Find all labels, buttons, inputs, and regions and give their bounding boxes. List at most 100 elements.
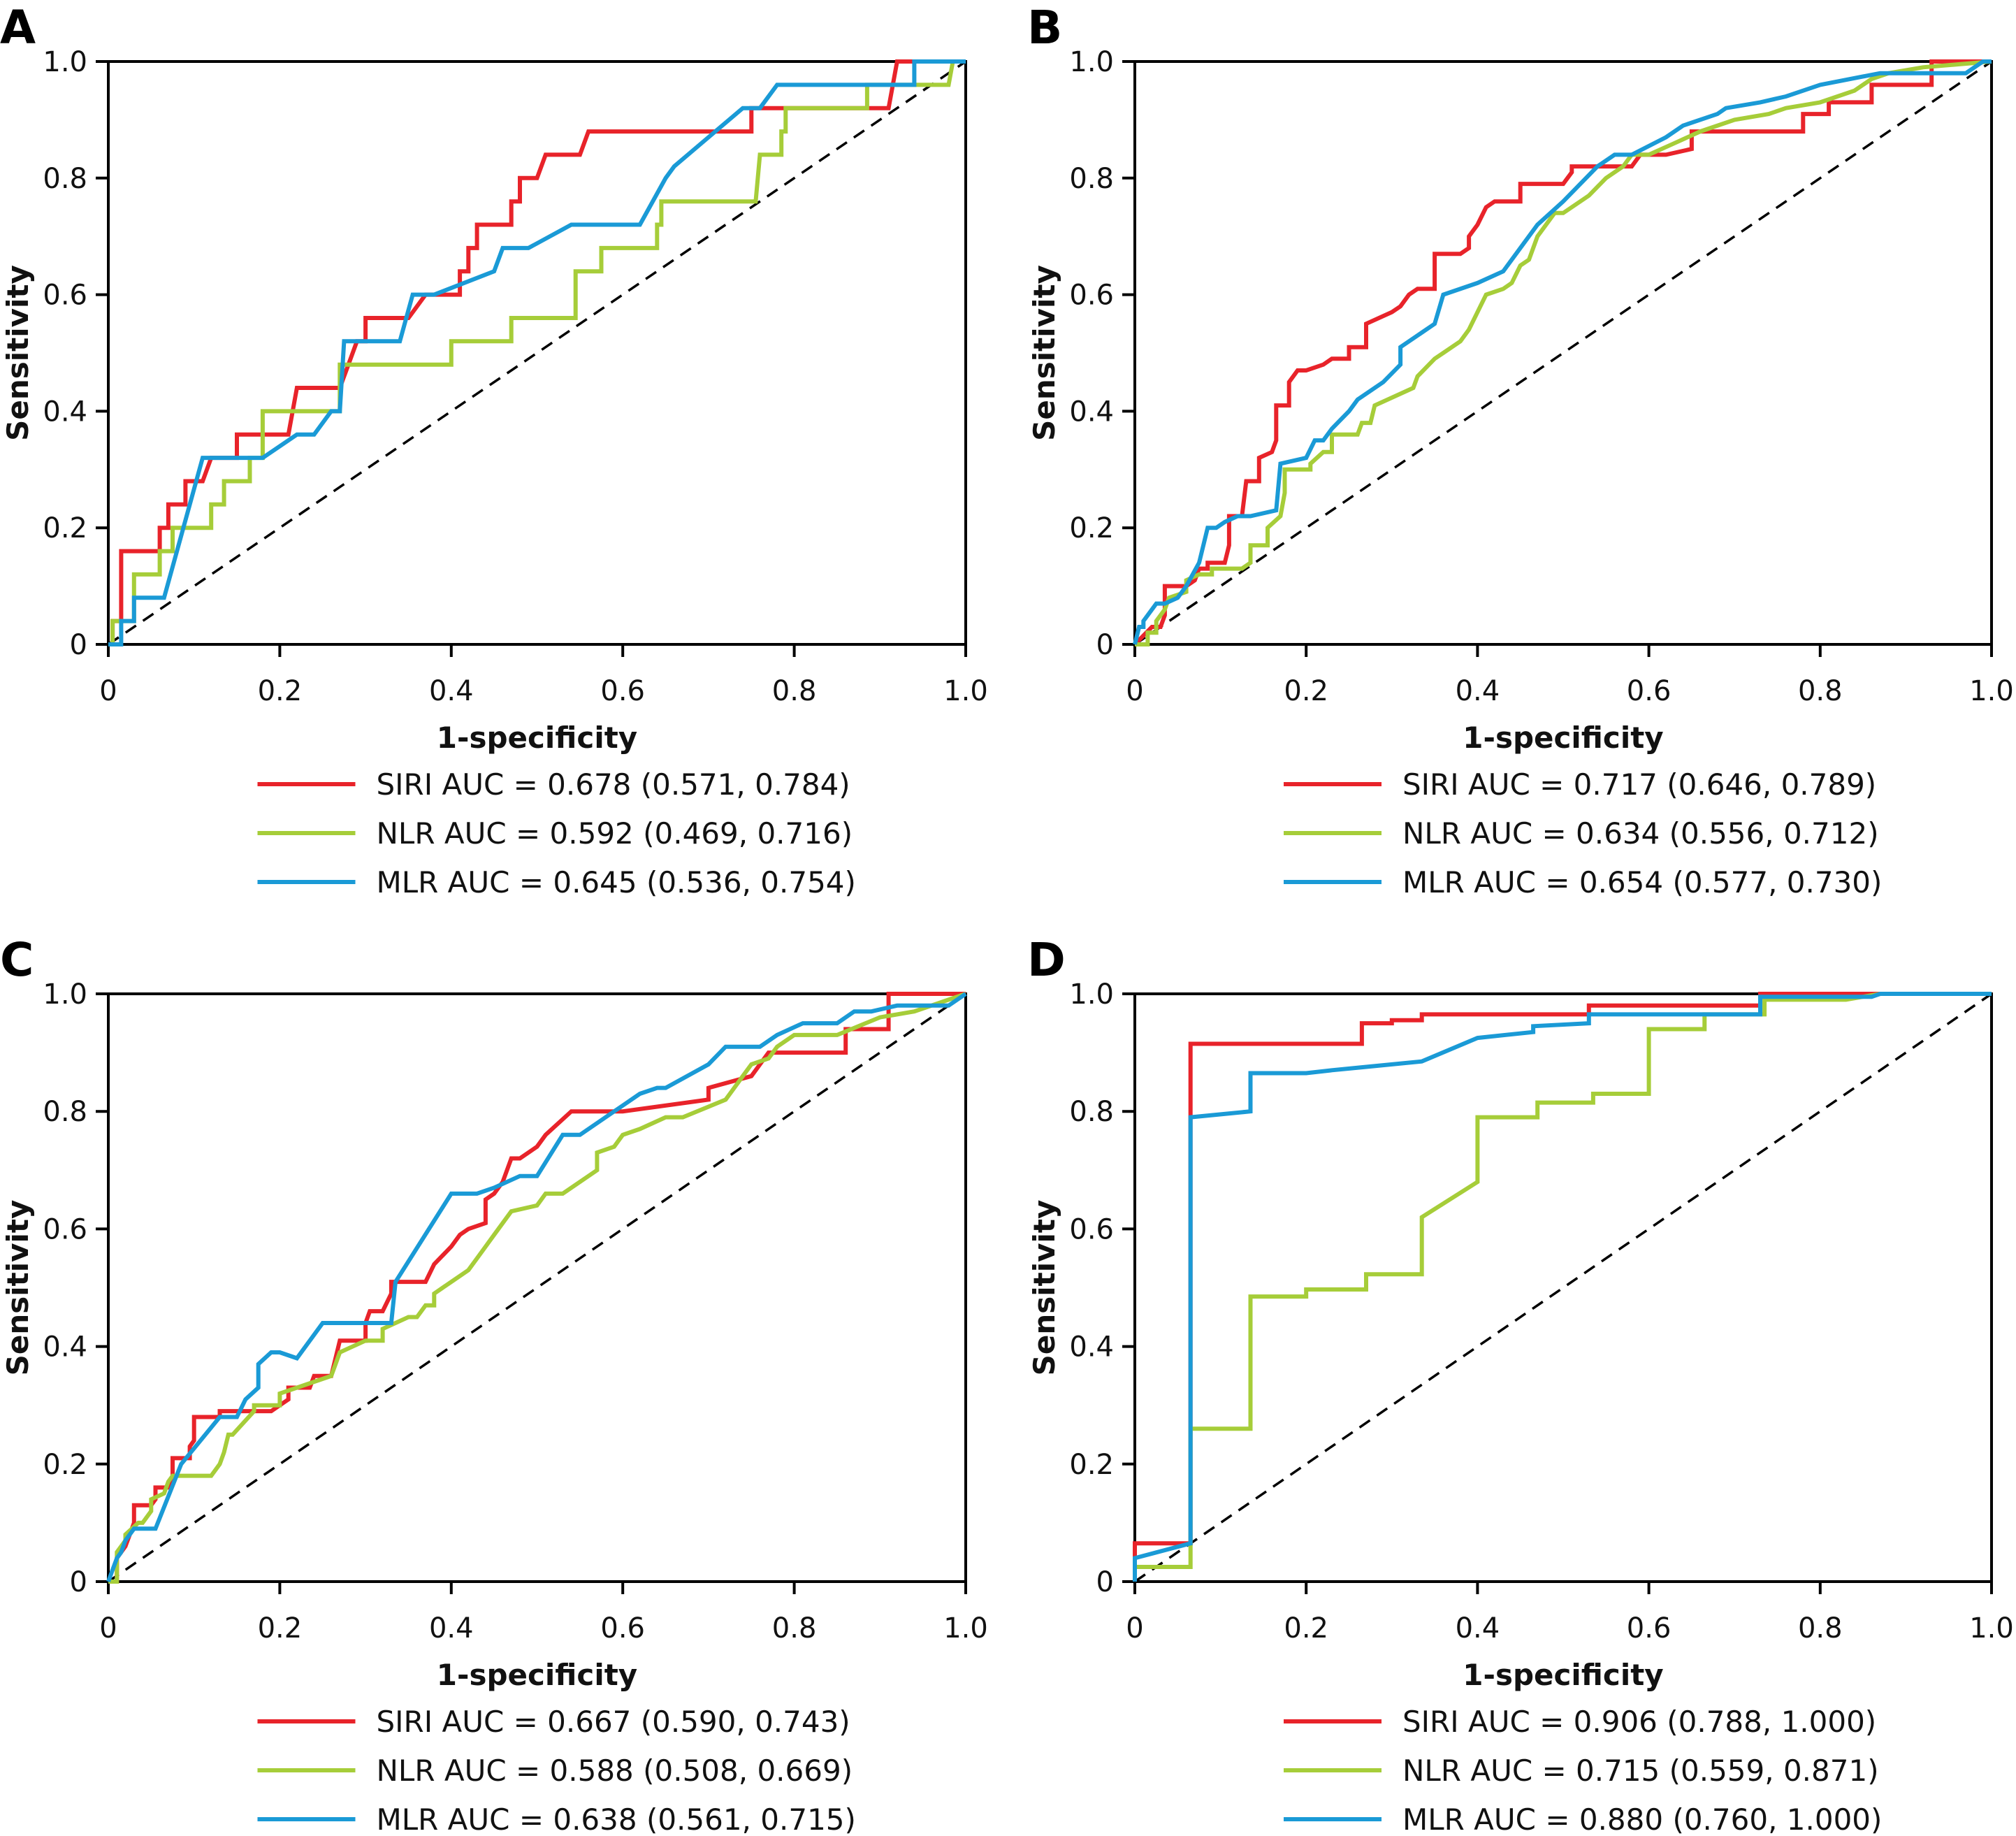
panel-a: A 0 0.2 0.4 0.6 0.8 1.0 0 0.2 0.4 0.6 0.8 1.0 1-speci… bbox=[0, 1, 988, 899]
legend-item-mlr: MLR AUC = 0.638 (0.561, 0.715) bbox=[257, 1802, 856, 1836]
legend-label: MLR AUC = 0.880 (0.760, 1.000) bbox=[1402, 1802, 1882, 1836]
y-tick-label: 1.0 bbox=[1069, 46, 1114, 78]
reference-diagonal-line bbox=[108, 60, 966, 646]
roc-curve-mlr bbox=[106, 992, 967, 1583]
panel-letter: A bbox=[0, 1, 36, 55]
roc-curve-siri bbox=[108, 59, 966, 646]
x-tick-label: 0.4 bbox=[429, 1612, 474, 1645]
legend-label: MLR AUC = 0.654 (0.577, 0.730) bbox=[1402, 865, 1882, 899]
legend-label: SIRI AUC = 0.717 (0.646, 0.789) bbox=[1402, 767, 1876, 802]
legend-label: MLR AUC = 0.645 (0.536, 0.754) bbox=[377, 865, 856, 899]
x-tick-label: 0.2 bbox=[1284, 1612, 1328, 1645]
x-axis-title: 1-specificity bbox=[1463, 1658, 1663, 1692]
y-tick-label: 1.0 bbox=[1069, 978, 1114, 1011]
y-tick-label: 0.2 bbox=[43, 1449, 87, 1481]
y-tick-label: 0.4 bbox=[1069, 1331, 1114, 1364]
panel-b: B 0 0.2 0.4 0.6 0.8 1.0 0 0.2 0.4 0.6 0.8 1.0 1-speci… bbox=[1027, 1, 2014, 899]
x-axis-title: 1-specificity bbox=[437, 721, 637, 755]
x-tick-label: 0.8 bbox=[1798, 675, 1843, 707]
roc-curve-siri bbox=[1133, 59, 1992, 646]
plot-frame bbox=[1133, 60, 1993, 646]
reference-diagonal-line bbox=[108, 992, 966, 1583]
legend-item-siri: SIRI AUC = 0.906 (0.788, 1.000) bbox=[1284, 1705, 1876, 1739]
y-tick-label: 0.6 bbox=[1069, 280, 1114, 312]
x-tick-label: 0 bbox=[99, 1612, 117, 1645]
legend-label: SIRI AUC = 0.906 (0.788, 1.000) bbox=[1402, 1705, 1876, 1739]
y-axis-title: Sensitivity bbox=[1027, 1200, 1061, 1376]
panel-letter: C bbox=[0, 933, 34, 987]
x-tick-label: 0.8 bbox=[1798, 1612, 1843, 1645]
legend-label: NLR AUC = 0.715 (0.559, 0.871) bbox=[1402, 1754, 1879, 1788]
legend-item-mlr: MLR AUC = 0.654 (0.577, 0.730) bbox=[1284, 865, 1882, 899]
legend-item-nlr: NLR AUC = 0.634 (0.556, 0.712) bbox=[1284, 816, 1879, 851]
x-tick-label: 0 bbox=[1126, 1612, 1143, 1645]
panel-letter: B bbox=[1027, 1, 1062, 55]
x-tick-label: 0.6 bbox=[600, 675, 645, 707]
roc-curve-nlr bbox=[108, 992, 966, 1584]
x-axis-title: 1-specificity bbox=[1463, 721, 1663, 755]
roc-curve-mlr bbox=[1133, 59, 1992, 645]
x-tick-label: 0.2 bbox=[1284, 675, 1328, 707]
reference-diagonal-line bbox=[1134, 992, 1992, 1583]
panel-d: D 0 0.2 0.4 0.6 0.8 1.0 0 0.2 0.4 0.6 0.8 1.0 1-speci… bbox=[1027, 933, 2014, 1836]
x-axis-title: 1-specificity bbox=[437, 1658, 637, 1692]
y-tick-label: 0.6 bbox=[43, 280, 87, 312]
legend-label: MLR AUC = 0.638 (0.561, 0.715) bbox=[377, 1802, 856, 1836]
legend-item-siri: SIRI AUC = 0.678 (0.571, 0.784) bbox=[257, 767, 850, 802]
y-tick-label: 0.4 bbox=[43, 396, 87, 428]
plot-frame bbox=[107, 992, 967, 1583]
legend-item-mlr: MLR AUC = 0.880 (0.760, 1.000) bbox=[1284, 1802, 1882, 1836]
roc-curve-nlr bbox=[108, 59, 966, 646]
y-tick-label: 0.8 bbox=[43, 1096, 87, 1128]
legend-label: SIRI AUC = 0.678 (0.571, 0.784) bbox=[377, 767, 850, 802]
roc-curve-mlr bbox=[1133, 992, 1992, 1582]
legend-label: NLR AUC = 0.592 (0.469, 0.716) bbox=[377, 816, 853, 851]
panel-c: C 0 0.2 0.4 0.6 0.8 1.0 0 0.2 0.4 0.6 0.8 1.0 1-speci… bbox=[0, 933, 988, 1836]
legend-item-siri: SIRI AUC = 0.717 (0.646, 0.789) bbox=[1284, 767, 1876, 802]
y-tick-label: 0.2 bbox=[43, 512, 87, 544]
y-tick-label: 0 bbox=[1096, 629, 1114, 661]
y-tick-label: 0.6 bbox=[1069, 1213, 1114, 1245]
x-tick-label: 1.0 bbox=[943, 1612, 988, 1645]
legend-item-nlr: NLR AUC = 0.715 (0.559, 0.871) bbox=[1284, 1754, 1879, 1788]
roc-curve-nlr bbox=[1135, 59, 1992, 646]
roc-curve-mlr bbox=[108, 59, 966, 646]
x-tick-label: 1.0 bbox=[943, 675, 988, 707]
y-tick-label: 1.0 bbox=[43, 978, 87, 1011]
y-tick-label: 0.2 bbox=[1069, 1449, 1114, 1481]
y-tick-label: 0.8 bbox=[1069, 163, 1114, 195]
reference-diagonal-line bbox=[1134, 60, 1992, 646]
legend-item-siri: SIRI AUC = 0.667 (0.590, 0.743) bbox=[257, 1705, 850, 1739]
legend-item-nlr: NLR AUC = 0.588 (0.508, 0.669) bbox=[257, 1754, 853, 1788]
x-tick-label: 1.0 bbox=[1969, 1612, 2014, 1645]
x-tick-label: 0.4 bbox=[1456, 1612, 1500, 1645]
x-tick-label: 0.8 bbox=[772, 1612, 817, 1645]
x-tick-label: 0.6 bbox=[600, 1612, 645, 1645]
y-tick-label: 0.8 bbox=[1069, 1096, 1114, 1128]
x-tick-label: 0.2 bbox=[258, 1612, 303, 1645]
legend-item-mlr: MLR AUC = 0.645 (0.536, 0.754) bbox=[257, 865, 856, 899]
x-tick-label: 0 bbox=[99, 675, 117, 707]
x-tick-label: 0.4 bbox=[429, 675, 474, 707]
plot-frame bbox=[1133, 992, 1993, 1583]
legend-item-nlr: NLR AUC = 0.592 (0.469, 0.716) bbox=[257, 816, 853, 851]
y-tick-label: 0.2 bbox=[1069, 512, 1114, 544]
y-axis-title: Sensitivity bbox=[1, 1200, 35, 1376]
x-tick-label: 1.0 bbox=[1969, 675, 2014, 707]
x-tick-label: 0 bbox=[1126, 675, 1143, 707]
legend-label: NLR AUC = 0.634 (0.556, 0.712) bbox=[1402, 816, 1879, 851]
y-tick-label: 0.6 bbox=[43, 1213, 87, 1245]
y-tick-label: 0.8 bbox=[43, 163, 87, 195]
x-tick-label: 0.6 bbox=[1627, 675, 1671, 707]
panel-letter: D bbox=[1027, 933, 1066, 987]
x-tick-label: 0.6 bbox=[1627, 1612, 1671, 1645]
y-axis-title: Sensitivity bbox=[1027, 265, 1061, 441]
y-tick-label: 0 bbox=[70, 1566, 87, 1598]
y-tick-label: 0.4 bbox=[43, 1331, 87, 1364]
y-tick-label: 1.0 bbox=[43, 46, 87, 78]
x-tick-label: 0.4 bbox=[1456, 675, 1500, 707]
x-tick-label: 0.8 bbox=[772, 675, 817, 707]
legend-label: NLR AUC = 0.588 (0.508, 0.669) bbox=[377, 1754, 853, 1788]
legend-label: SIRI AUC = 0.667 (0.590, 0.743) bbox=[377, 1705, 850, 1739]
